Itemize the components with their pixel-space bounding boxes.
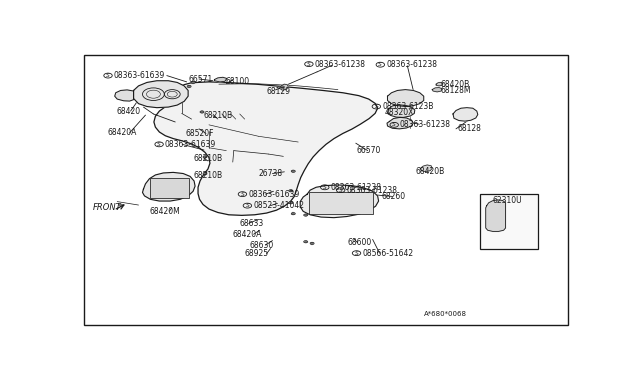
Polygon shape <box>154 82 378 215</box>
Polygon shape <box>486 200 506 231</box>
Text: S: S <box>339 187 342 193</box>
Polygon shape <box>300 185 379 218</box>
Polygon shape <box>214 77 227 82</box>
Text: 68210B: 68210B <box>193 154 222 163</box>
Text: 08363-61238: 08363-61238 <box>315 60 365 68</box>
Text: 26738: 26738 <box>259 169 283 178</box>
Text: 68600: 68600 <box>348 238 372 247</box>
Text: 68630: 68630 <box>250 241 274 250</box>
Bar <box>150 177 189 198</box>
Polygon shape <box>134 81 188 108</box>
Circle shape <box>289 202 292 204</box>
Text: 08363-6123B: 08363-6123B <box>382 102 433 111</box>
Text: 68520F: 68520F <box>185 129 214 138</box>
Text: 08363-61238: 08363-61238 <box>400 121 451 129</box>
Text: 68260: 68260 <box>381 192 406 201</box>
Circle shape <box>304 214 308 216</box>
Text: 68420A: 68420A <box>108 128 137 137</box>
Text: 68420B: 68420B <box>440 80 469 89</box>
Circle shape <box>291 170 295 172</box>
Text: 62310U: 62310U <box>493 196 522 205</box>
Text: 08363-61639: 08363-61639 <box>114 71 165 80</box>
Polygon shape <box>115 90 134 101</box>
Text: 68633: 68633 <box>240 219 264 228</box>
Text: S: S <box>246 203 249 208</box>
Text: FRONT: FRONT <box>92 203 121 212</box>
Polygon shape <box>143 172 195 201</box>
Text: S: S <box>378 62 382 67</box>
Text: S: S <box>307 62 311 67</box>
Text: 08523-41042: 08523-41042 <box>253 201 304 210</box>
Text: 68210B: 68210B <box>203 111 232 120</box>
Circle shape <box>203 172 207 175</box>
Text: 68925: 68925 <box>244 249 269 258</box>
Circle shape <box>200 111 204 113</box>
Polygon shape <box>436 83 443 86</box>
Text: 66571: 66571 <box>188 75 212 84</box>
Text: A*680*0068: A*680*0068 <box>424 311 467 317</box>
Circle shape <box>187 85 191 87</box>
Text: 68100: 68100 <box>226 77 250 86</box>
Polygon shape <box>453 108 478 121</box>
Circle shape <box>289 190 292 192</box>
Circle shape <box>304 241 308 243</box>
Circle shape <box>191 81 195 84</box>
Text: 68128M: 68128M <box>440 86 470 95</box>
Text: 08363-61238: 08363-61238 <box>346 186 397 195</box>
Text: 68420B: 68420B <box>415 167 445 176</box>
Polygon shape <box>388 90 424 106</box>
Circle shape <box>203 156 207 158</box>
Text: 66570: 66570 <box>356 146 381 155</box>
Text: 48320X: 48320X <box>385 108 414 117</box>
Text: 08363-61639: 08363-61639 <box>165 140 216 149</box>
Text: 68210B: 68210B <box>193 171 222 180</box>
Polygon shape <box>432 87 442 92</box>
Text: S: S <box>106 73 110 78</box>
Polygon shape <box>387 118 413 129</box>
Text: S: S <box>355 251 358 256</box>
Text: 08363-61238: 08363-61238 <box>330 183 381 192</box>
Circle shape <box>310 242 314 244</box>
Polygon shape <box>280 84 288 90</box>
Text: S: S <box>157 142 161 147</box>
Text: S: S <box>374 104 378 109</box>
Text: 08566-51642: 08566-51642 <box>362 248 413 258</box>
Circle shape <box>291 212 295 215</box>
Text: 68420M: 68420M <box>150 207 180 216</box>
Circle shape <box>280 86 284 88</box>
Text: S: S <box>323 185 326 190</box>
Text: S: S <box>241 192 244 197</box>
Text: 08363-61238: 08363-61238 <box>386 60 437 69</box>
Text: 68420A: 68420A <box>233 230 262 239</box>
Bar <box>309 192 372 214</box>
Text: 68420: 68420 <box>116 107 140 116</box>
Text: 08363-61639: 08363-61639 <box>248 190 300 199</box>
Text: 68129: 68129 <box>266 87 291 96</box>
Polygon shape <box>388 105 415 118</box>
Text: 68128: 68128 <box>458 124 482 133</box>
Bar <box>480 193 538 250</box>
Text: S: S <box>392 122 396 127</box>
Polygon shape <box>420 165 432 171</box>
